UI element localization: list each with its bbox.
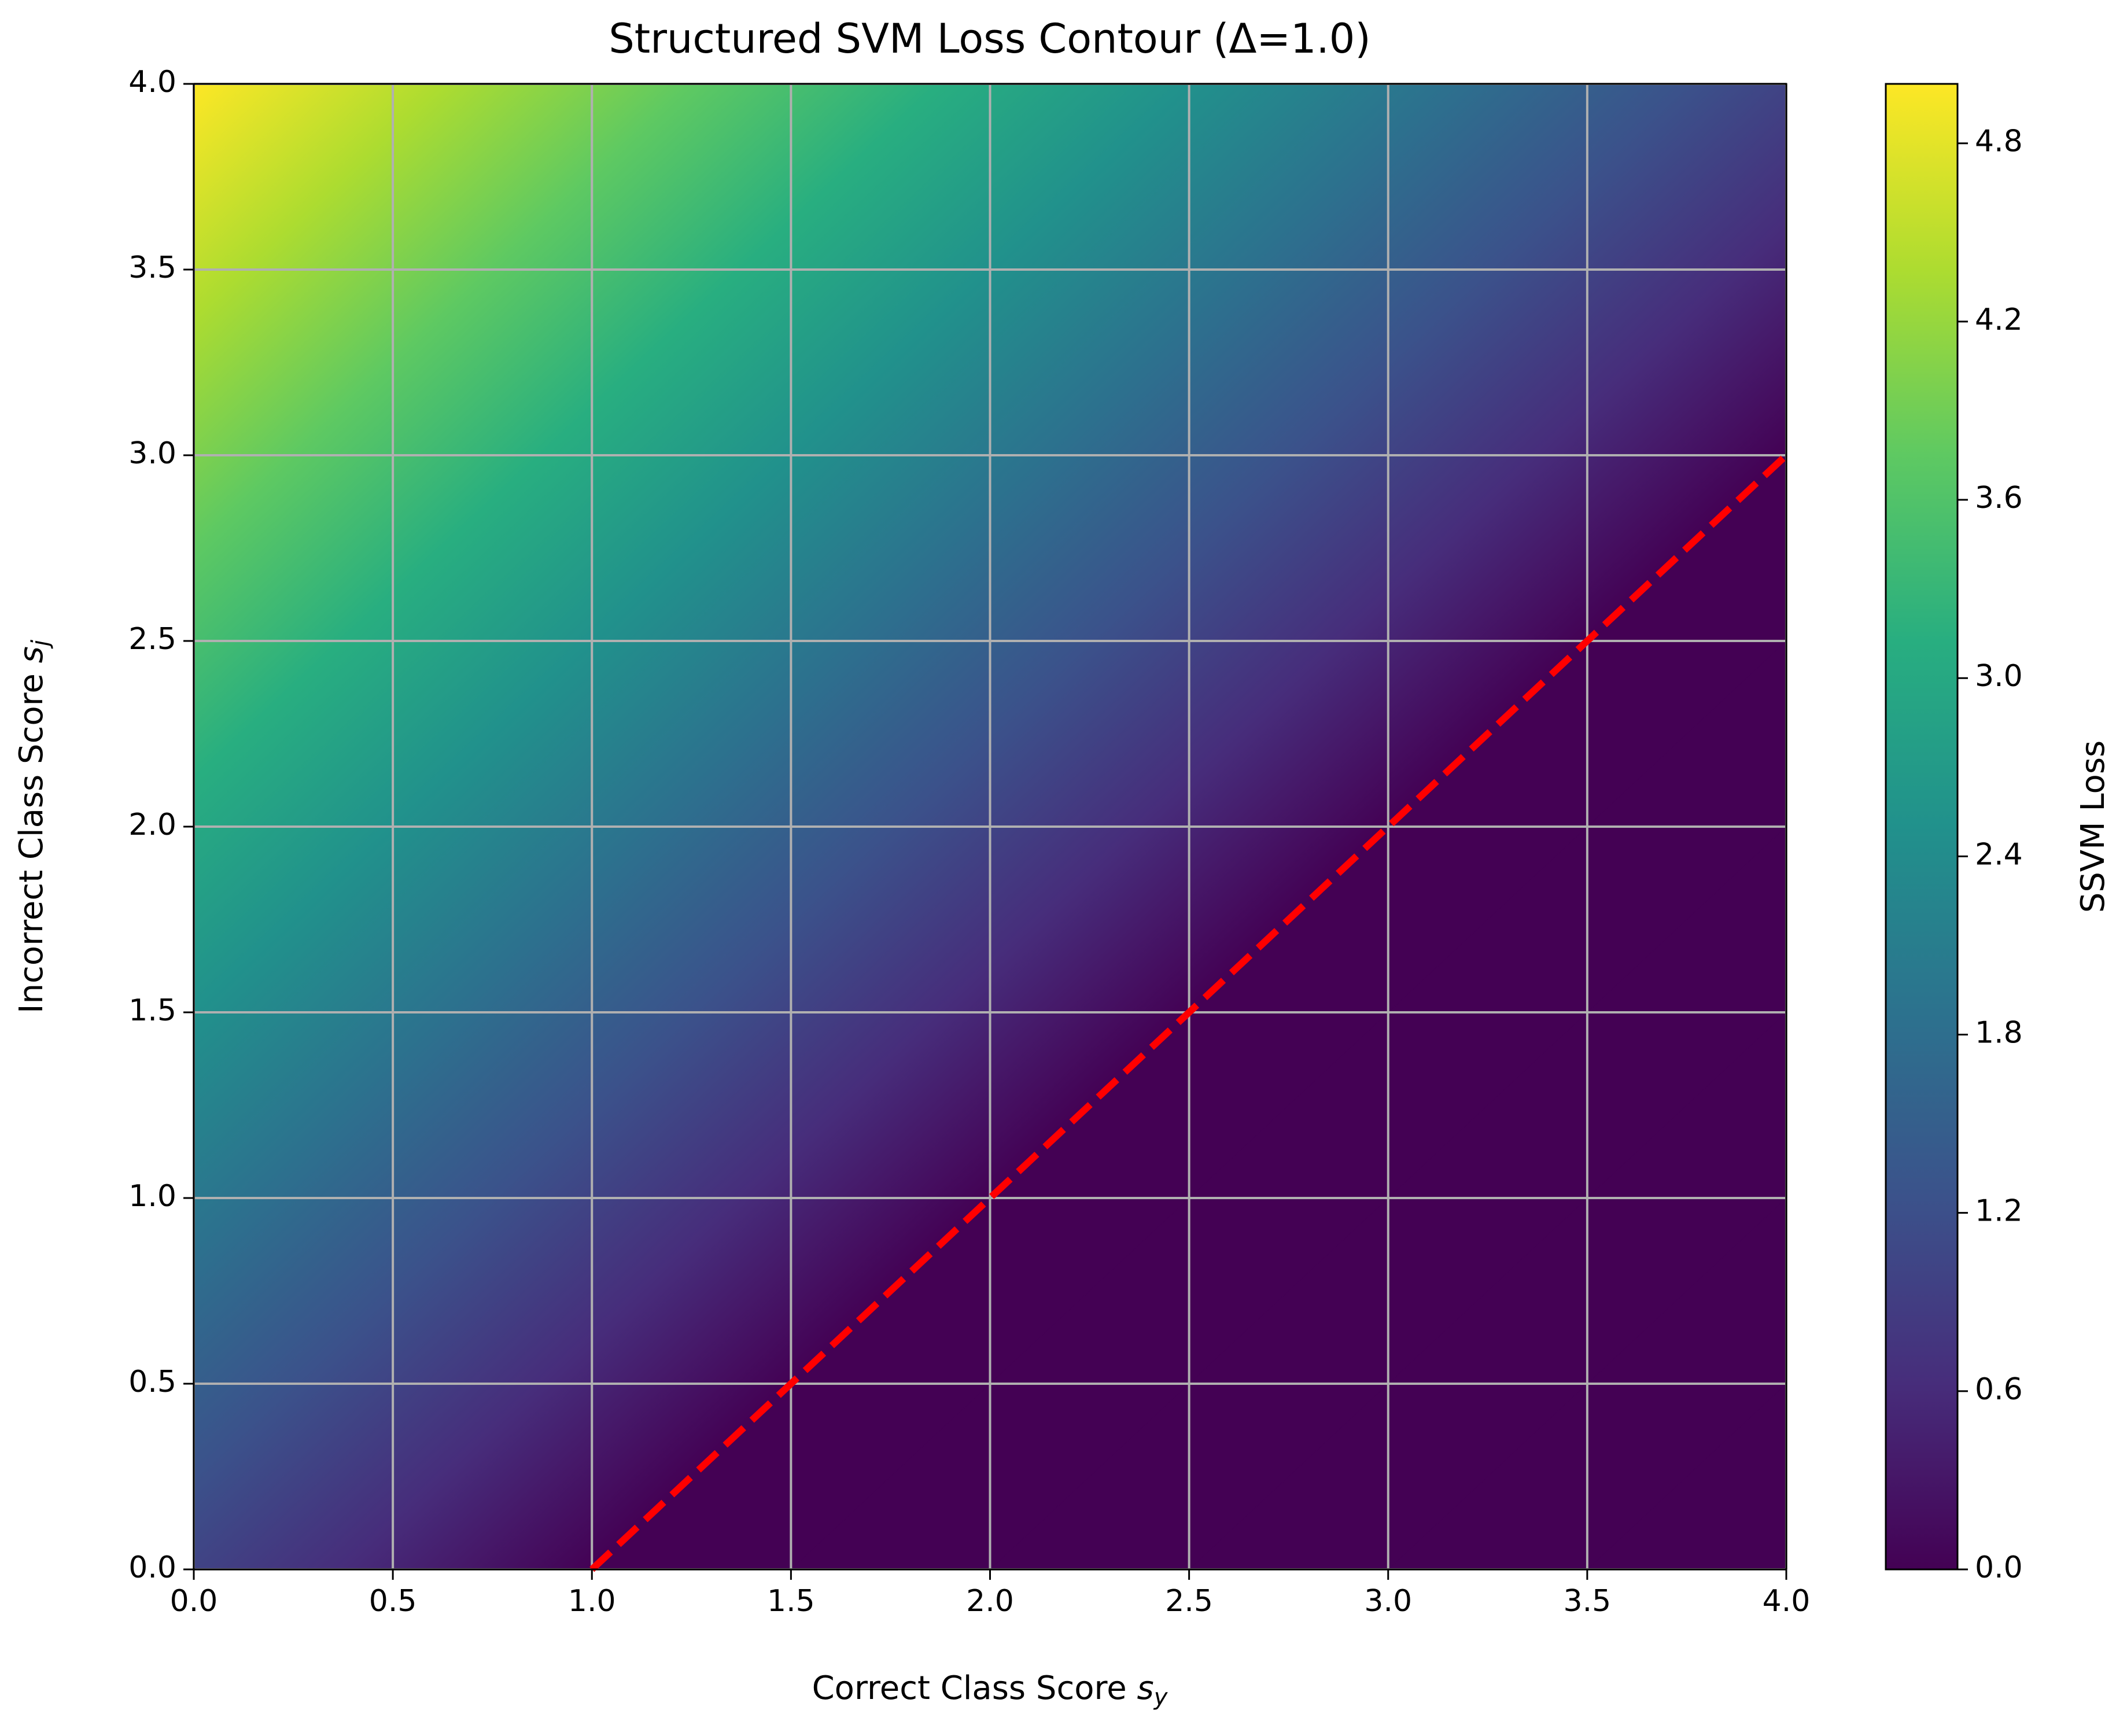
x-axis-label-subscript: y: [1153, 1684, 1168, 1711]
y-tick-label: 2.5: [128, 622, 176, 657]
x-tick-label: 3.5: [1564, 1584, 1612, 1619]
x-axis-label: Correct Class Score sy: [812, 1669, 1168, 1711]
colorbar-tick-label: 1.2: [1975, 1194, 2023, 1229]
y-axis-label-subscript: j: [27, 639, 54, 649]
x-axis-label-text: Correct Class Score: [812, 1669, 1137, 1707]
y-axis-label: Incorrect Class Score sj: [13, 639, 54, 1013]
x-tick-label: 3.0: [1364, 1584, 1412, 1619]
y-tick-label: 3.0: [128, 436, 176, 471]
colorbar-tick-label: 4.2: [1975, 303, 2023, 337]
x-tick-label: 1.5: [767, 1584, 815, 1619]
y-tick-label: 1.0: [128, 1179, 176, 1214]
y-tick-label: 4.0: [128, 65, 176, 99]
boundary-line: [589, 452, 1789, 1572]
y-tick-label: 1.5: [128, 993, 176, 1028]
x-tick-label: 2.0: [966, 1584, 1014, 1619]
y-axis-label-text: Incorrect Class Score: [13, 663, 50, 1013]
x-tick-label: 0.0: [170, 1584, 218, 1619]
colorbar: [1885, 83, 1959, 1571]
colorbar-tick-label: 0.0: [1975, 1550, 2023, 1585]
colorbar-tick-label: 1.8: [1975, 1016, 2023, 1051]
y-tick-label: 0.5: [128, 1365, 176, 1399]
colorbar-tick-label: 3.6: [1975, 481, 2023, 515]
y-tick-label: 2.0: [128, 808, 176, 842]
colorbar-tick-label: 3.0: [1975, 659, 2023, 694]
chart-title: Structured SVM Loss Contour (Δ=1.0): [609, 15, 1370, 62]
y-axis-label-symbol: s: [13, 646, 50, 663]
colorbar-label: SSVM Loss: [2074, 740, 2112, 913]
colorbar-tick-label: 4.8: [1975, 124, 2023, 159]
colorbar-tick-label: 0.6: [1975, 1372, 2023, 1407]
plot-area: [193, 83, 1787, 1571]
x-axis-label-symbol: s: [1137, 1669, 1154, 1707]
y-tick-label: 3.5: [128, 250, 176, 285]
y-tick-label: 0.0: [128, 1550, 176, 1585]
colorbar-tick-label: 2.4: [1975, 837, 2023, 872]
x-tick-label: 0.5: [369, 1584, 417, 1619]
x-tick-label: 2.5: [1165, 1584, 1213, 1619]
x-tick-label: 4.0: [1763, 1584, 1811, 1619]
x-tick-label: 1.0: [568, 1584, 616, 1619]
